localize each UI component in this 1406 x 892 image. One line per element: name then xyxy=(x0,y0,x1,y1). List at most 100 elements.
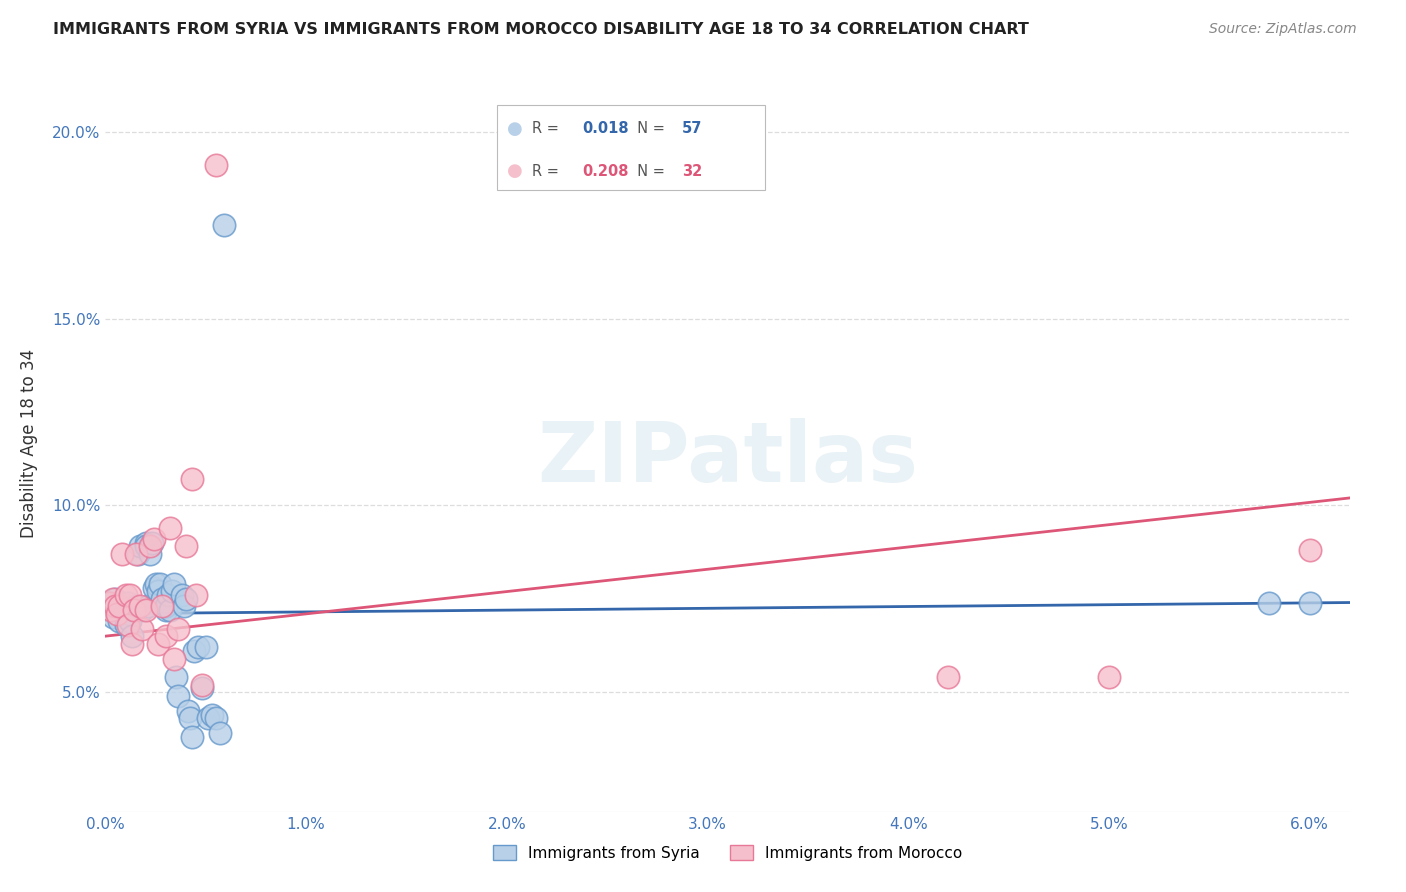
Point xyxy=(110,595,132,609)
Point xyxy=(108,614,131,628)
Text: 57: 57 xyxy=(682,121,702,136)
Point xyxy=(938,670,960,684)
Y-axis label: Disability Age 18 to 34: Disability Age 18 to 34 xyxy=(20,349,38,539)
Point xyxy=(163,577,186,591)
Point xyxy=(187,640,209,655)
Point xyxy=(118,588,141,602)
Point xyxy=(170,588,193,602)
Point xyxy=(135,535,157,549)
Point xyxy=(138,540,160,554)
Point xyxy=(155,629,177,643)
Text: ●: ● xyxy=(508,162,523,180)
Point xyxy=(146,584,169,599)
Point xyxy=(201,707,224,722)
Point xyxy=(180,472,202,486)
Point xyxy=(117,595,139,609)
Point xyxy=(104,599,127,614)
Point xyxy=(194,640,217,655)
Text: ●: ● xyxy=(508,120,523,138)
Point xyxy=(141,535,163,549)
Text: 0.018: 0.018 xyxy=(582,121,628,136)
Text: 0.208: 0.208 xyxy=(582,164,628,178)
Point xyxy=(114,618,136,632)
Point xyxy=(166,689,188,703)
Point xyxy=(146,637,169,651)
Point xyxy=(150,599,173,614)
Point xyxy=(122,603,145,617)
Point xyxy=(145,577,167,591)
Point xyxy=(100,603,122,617)
Point xyxy=(191,681,214,696)
Point xyxy=(174,591,197,606)
Text: IMMIGRANTS FROM SYRIA VS IMMIGRANTS FROM MOROCCO DISABILITY AGE 18 TO 34 CORRELA: IMMIGRANTS FROM SYRIA VS IMMIGRANTS FROM… xyxy=(53,22,1029,37)
Point xyxy=(131,603,153,617)
Point xyxy=(191,678,214,692)
Point xyxy=(212,219,235,233)
Point xyxy=(184,588,207,602)
Point xyxy=(103,595,125,609)
Point xyxy=(205,711,228,725)
Point xyxy=(107,607,129,621)
Point xyxy=(98,603,121,617)
Text: R =: R = xyxy=(533,164,564,178)
Point xyxy=(124,547,146,561)
Text: 32: 32 xyxy=(682,164,702,178)
Point xyxy=(128,540,150,554)
Point xyxy=(114,588,136,602)
Point xyxy=(180,730,202,744)
Point xyxy=(155,599,177,614)
Point xyxy=(159,603,181,617)
Point xyxy=(197,711,219,725)
Point xyxy=(135,540,157,554)
Point xyxy=(122,603,145,617)
Point xyxy=(108,603,131,617)
Point xyxy=(103,610,125,624)
Point xyxy=(121,629,143,643)
Point xyxy=(205,159,228,173)
FancyBboxPatch shape xyxy=(498,105,765,190)
Point xyxy=(136,599,159,614)
Point xyxy=(1098,670,1121,684)
Point xyxy=(112,599,135,614)
Text: ZIPatlas: ZIPatlas xyxy=(537,418,918,499)
Point xyxy=(177,704,200,718)
Point xyxy=(142,581,165,595)
Point xyxy=(127,547,149,561)
Point xyxy=(156,588,179,602)
Point xyxy=(128,599,150,614)
Point xyxy=(104,599,127,614)
Point xyxy=(160,584,183,599)
Point xyxy=(124,599,146,614)
Point xyxy=(110,547,132,561)
Point xyxy=(107,599,129,614)
Point xyxy=(104,591,127,606)
Point xyxy=(100,599,122,614)
Text: N =: N = xyxy=(628,121,669,136)
Point xyxy=(117,618,139,632)
Point xyxy=(98,595,121,609)
Point xyxy=(174,540,197,554)
Point xyxy=(138,547,160,561)
Point xyxy=(131,622,153,636)
Text: N =: N = xyxy=(628,164,669,178)
Point xyxy=(173,599,195,614)
Point xyxy=(114,603,136,617)
Point xyxy=(208,726,231,740)
Point xyxy=(149,577,172,591)
Point xyxy=(118,607,141,621)
Point xyxy=(183,644,205,658)
Point xyxy=(163,651,186,665)
Point xyxy=(118,614,141,628)
Legend: Immigrants from Syria, Immigrants from Morocco: Immigrants from Syria, Immigrants from M… xyxy=(486,838,969,867)
Point xyxy=(1298,595,1320,609)
Point xyxy=(103,591,125,606)
Point xyxy=(165,670,187,684)
Point xyxy=(1298,543,1320,558)
Point xyxy=(142,532,165,546)
Point xyxy=(108,599,131,614)
Point xyxy=(155,603,177,617)
Text: Source: ZipAtlas.com: Source: ZipAtlas.com xyxy=(1209,22,1357,37)
Point xyxy=(159,521,181,535)
Point xyxy=(166,622,188,636)
Point xyxy=(179,711,201,725)
